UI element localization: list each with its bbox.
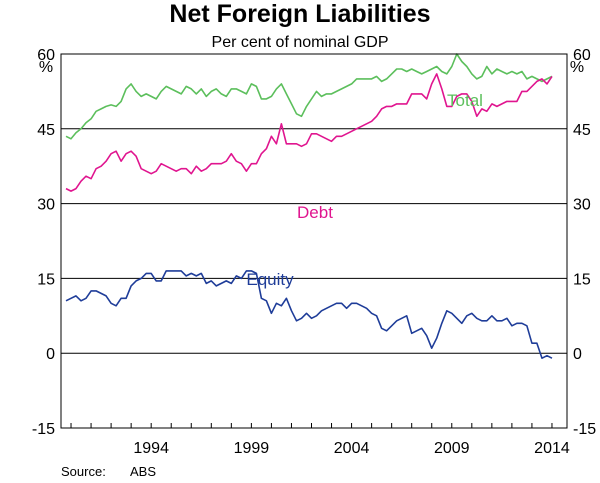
x-tick-label: 2014 bbox=[534, 440, 570, 457]
x-tick-label: 1994 bbox=[133, 440, 169, 457]
y-tick-label-right: 45 bbox=[573, 122, 591, 139]
series-line-total bbox=[65, 53, 553, 140]
y-tick-label-left: 45 bbox=[37, 122, 55, 139]
gridlines bbox=[61, 128, 567, 354]
y-tick-label-left: -15 bbox=[32, 421, 55, 438]
y-tick-label-left: 60 bbox=[37, 47, 55, 64]
x-tick-label: 2004 bbox=[334, 440, 370, 457]
y-tick-label-right: -15 bbox=[573, 421, 596, 438]
y-tick-label-right: 15 bbox=[573, 271, 591, 288]
source-value: ABS bbox=[130, 464, 156, 479]
y-tick-label-right: 30 bbox=[573, 197, 591, 214]
y-unit-right: % bbox=[570, 59, 584, 76]
y-unit-left: % bbox=[39, 59, 53, 76]
series-lines bbox=[65, 53, 553, 360]
y-tick-label-right: 60 bbox=[573, 47, 591, 64]
axis-ticks: -15 -15 0 0 15 15 30 30 45 45 60 60 1994 1999 2004 2009… bbox=[32, 47, 596, 457]
y-tick-label-left: 0 bbox=[46, 346, 55, 363]
x-tick-label: 2009 bbox=[434, 440, 470, 457]
y-tick-label-left: 15 bbox=[37, 271, 55, 288]
series-line-equity bbox=[65, 270, 553, 360]
series-line-debt bbox=[65, 73, 553, 192]
chart-title: Net Foreign Liabilities bbox=[169, 0, 430, 28]
x-tick-label: 1999 bbox=[234, 440, 270, 457]
series-label-debt: Debt bbox=[297, 203, 333, 222]
plot-frame bbox=[60, 53, 568, 429]
source-label: Source: bbox=[61, 464, 106, 479]
chart-subtitle: Per cent of nominal GDP bbox=[212, 34, 389, 51]
series-label-equity: Equity bbox=[246, 270, 294, 289]
series-label-total: Total bbox=[447, 91, 483, 110]
y-tick-label-right: 0 bbox=[573, 346, 582, 363]
y-tick-label-left: 30 bbox=[37, 197, 55, 214]
